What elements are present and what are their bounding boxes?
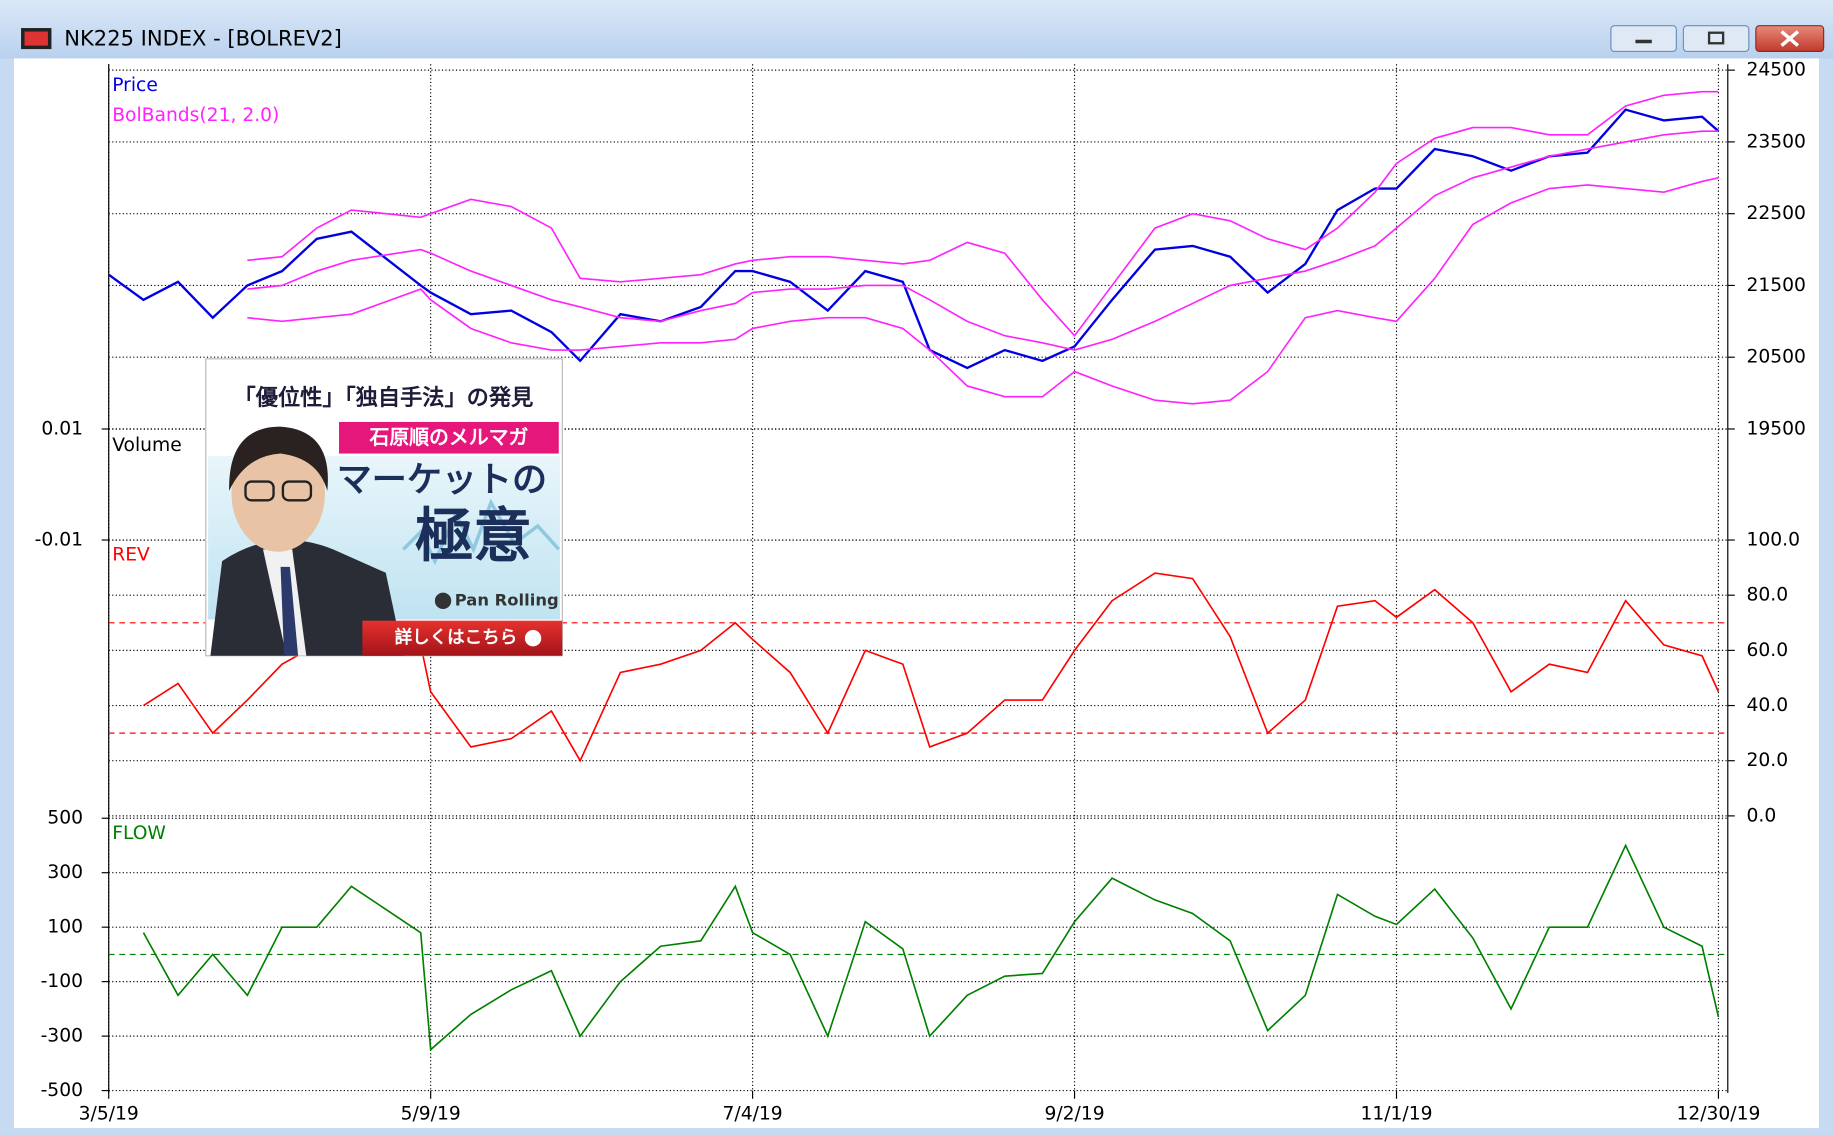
- y-tick-label: 24500: [1746, 60, 1805, 81]
- y-tick-label: 40.0: [1746, 695, 1788, 716]
- ad-person-face: [231, 434, 325, 552]
- y-tick-label: 300: [47, 862, 83, 883]
- band-line: [247, 176, 1719, 405]
- legend-entry: Price: [112, 75, 158, 96]
- y-tick-label: 23500: [1746, 131, 1805, 152]
- y-tick-label: -500: [41, 1080, 83, 1101]
- y-tick-label: 0.0: [1746, 805, 1776, 826]
- ad-headline: 「優位性」「独自手法」の発見: [234, 384, 534, 411]
- y-tick-label: -100: [41, 971, 83, 992]
- ad-brand-logo: [434, 592, 452, 609]
- y-tick-label: 500: [47, 808, 83, 829]
- y-tick-label: -300: [41, 1026, 83, 1047]
- app-icon-inner: [24, 31, 48, 46]
- y-tick-label: 0.01: [41, 418, 83, 439]
- ad-person-glasses: [281, 480, 313, 502]
- ad-person-suit: [210, 540, 404, 656]
- minimize-button[interactable]: [1610, 25, 1677, 53]
- ad-button-icon: [524, 630, 542, 647]
- minimize-icon: [1635, 39, 1652, 44]
- panel-title: Volume: [112, 435, 182, 456]
- ad-title: 極意: [415, 502, 532, 570]
- ad-author-band: [339, 421, 559, 454]
- title-bar: [0, 0, 1833, 59]
- maximize-icon: [1707, 31, 1725, 45]
- x-tick-label: 7/4/19: [723, 1103, 783, 1124]
- ad-person-tie: [280, 566, 299, 656]
- y-tick-label: 80.0: [1746, 585, 1788, 606]
- x-tick-label: 12/30/19: [1676, 1103, 1760, 1124]
- y-tick-label: 22500: [1746, 203, 1805, 224]
- y-tick-label: 100.0: [1746, 530, 1800, 551]
- y-tick-label: 100: [47, 917, 83, 938]
- legend-entry: BolBands(21, 2.0): [112, 105, 279, 126]
- y-tick-label: 21500: [1746, 275, 1805, 296]
- x-tick-label: 9/2/19: [1044, 1103, 1104, 1124]
- ad-brand: Pan Rolling: [455, 590, 559, 609]
- ad-person-glasses: [244, 480, 275, 502]
- ad-decoration: [402, 498, 561, 566]
- ad-person-hair: [229, 426, 328, 491]
- close-icon: [1780, 30, 1800, 47]
- y-tick-label: 20.0: [1746, 750, 1788, 771]
- x-tick-label: 5/9/19: [401, 1103, 461, 1124]
- band-line: [247, 130, 1719, 351]
- plot: 3/5/19 5/9/19 7/4/19 9/2/19 11/1/19 12/30/19 1…: [35, 60, 1806, 1125]
- window-title: NK225 INDEX - [BOLREV2]: [64, 26, 342, 51]
- y-tick-label: 60.0: [1746, 640, 1788, 661]
- x-tick-label: 3/5/19: [79, 1103, 139, 1124]
- legend-entry: FLOW: [112, 823, 166, 844]
- y-tick-label: 19500: [1746, 418, 1805, 439]
- series-line: [142, 843, 1720, 1052]
- series-line: [108, 108, 1720, 370]
- band-line: [247, 90, 1719, 337]
- y-tick-label: 20500: [1746, 347, 1805, 368]
- advertisement[interactable]: 「優位性」「独自手法」の発見 石原順のメルマガ マーケットの 極意 Pan Ro…: [205, 358, 563, 657]
- ad-title: マーケットの: [337, 460, 547, 501]
- ad-button-label: 詳しくはこちら: [395, 627, 518, 648]
- legend-entry: REV: [112, 545, 150, 566]
- series-line: [142, 572, 1720, 763]
- ad-author: 石原順のメルマガ: [368, 426, 528, 449]
- x-tick-label: 11/1/19: [1360, 1103, 1432, 1124]
- y-tick-label: -0.01: [35, 530, 83, 551]
- maximize-button[interactable]: [1682, 25, 1750, 53]
